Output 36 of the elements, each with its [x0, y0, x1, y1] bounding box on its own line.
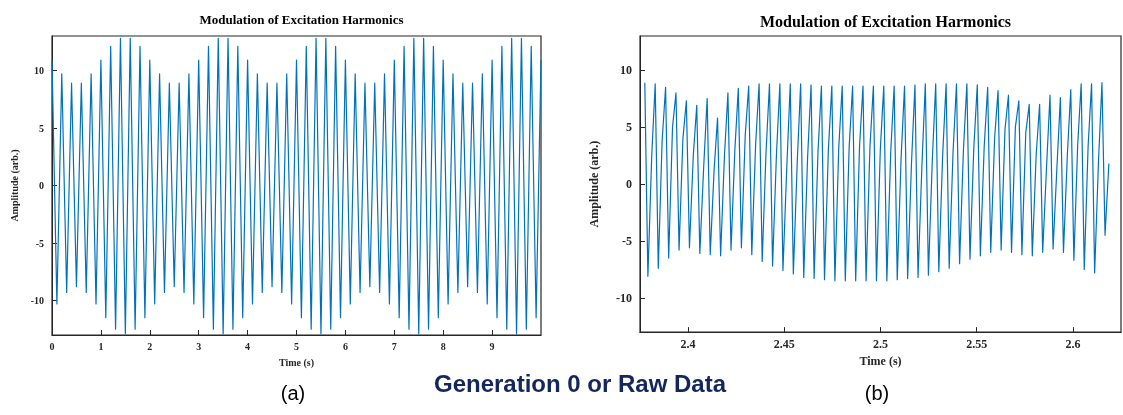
y-tick-label: -10: [30, 295, 44, 306]
y-tick-label: 0: [39, 180, 44, 191]
x-tick-label: 5: [294, 340, 299, 352]
y-tick-label: -5: [35, 237, 44, 249]
text: (a): [280, 382, 306, 405]
y-tick-label: 5: [626, 120, 632, 135]
x-axis-title: Time (s): [859, 354, 902, 368]
x-tick-label: 2.5: [873, 337, 888, 352]
y-tick-label: -10: [616, 290, 632, 305]
text: (b): [864, 382, 890, 405]
x-tick-label: 8: [440, 340, 446, 352]
line-series: [644, 82, 1110, 282]
x-tick-label: 7: [391, 340, 397, 352]
x-axis-title: Time (s): [278, 356, 315, 369]
y-tick-label: 0: [626, 177, 632, 192]
x-tick-label: 2.4: [680, 337, 696, 352]
chart-title: Modulation of Excitation Harmonics: [199, 12, 404, 27]
x-tick-label: 1: [98, 340, 104, 352]
line-series: [51, 37, 542, 335]
text: Generation 0 or Raw Data: [433, 370, 727, 398]
x-tick-label: 2.45: [773, 337, 795, 352]
x-tick-label: 3: [196, 340, 202, 352]
y-axis-title: Amplitude (arb.): [587, 140, 601, 228]
x-tick-label: 6: [342, 340, 348, 352]
y-tick-label: -5: [622, 233, 632, 248]
x-tick-label: 2.55: [966, 337, 988, 352]
y-tick-label: 10: [34, 65, 44, 76]
y-tick-label: 5: [39, 122, 44, 134]
y-tick-label: 10: [620, 63, 632, 78]
x-tick-label: 2.6: [1065, 337, 1081, 352]
chart-title: Modulation of Excitation Harmonics: [759, 12, 1012, 30]
x-tick-label: 9: [489, 340, 495, 352]
x-tick-label: 0: [49, 340, 55, 352]
x-tick-label: 2: [147, 340, 153, 352]
y-axis-title: Amplitude (arb.): [9, 149, 22, 222]
x-tick-label: 4: [245, 340, 251, 352]
